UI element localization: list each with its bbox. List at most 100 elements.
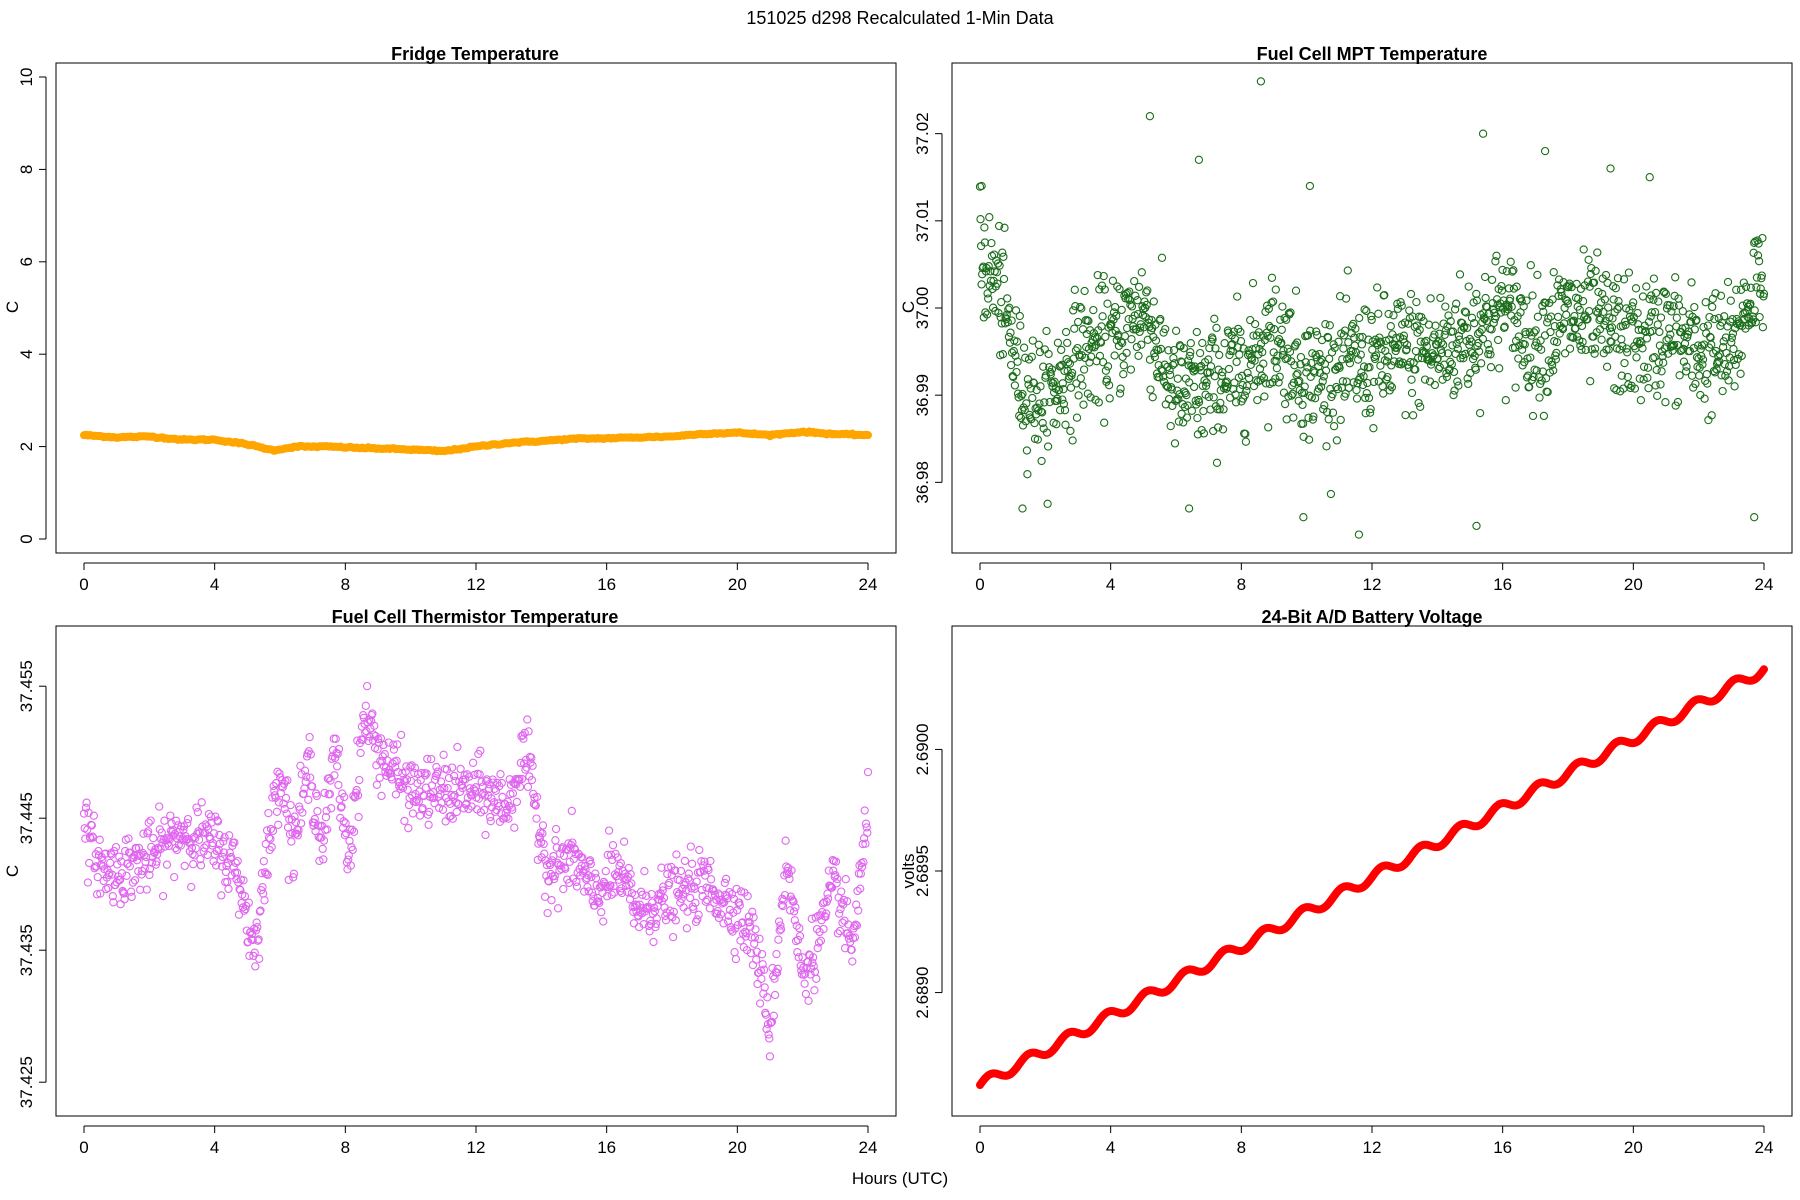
mpt-data-point bbox=[1450, 386, 1459, 395]
mpt-data-point bbox=[1389, 311, 1398, 320]
mpt-data-point bbox=[1426, 360, 1436, 369]
mpt-data-point bbox=[1467, 313, 1477, 322]
thermistor-data-point bbox=[772, 949, 781, 959]
mpt-data-point bbox=[1127, 302, 1137, 311]
mpt-data-point bbox=[1569, 316, 1579, 325]
mpt-data-point bbox=[1396, 360, 1406, 369]
mpt-data-point bbox=[1661, 289, 1671, 298]
thermistor-data-point bbox=[814, 938, 824, 947]
mpt-data-point bbox=[1017, 391, 1026, 401]
thermistor-data-point bbox=[717, 895, 726, 905]
mpt-data-point bbox=[1343, 266, 1352, 275]
thermistor-data-point bbox=[443, 783, 452, 793]
thermistor-data-point bbox=[506, 780, 516, 789]
mpt-data-point bbox=[1323, 333, 1333, 342]
mpt-data-point bbox=[1349, 319, 1358, 329]
thermistor-data-point bbox=[777, 900, 786, 910]
mpt-data-point bbox=[1199, 406, 1208, 416]
mpt-data-point bbox=[1535, 393, 1544, 402]
thermistor-data-point bbox=[170, 829, 180, 838]
mpt-data-point bbox=[1533, 312, 1543, 321]
mpt-data-point bbox=[1437, 338, 1446, 347]
mpt-data-point bbox=[1728, 329, 1738, 338]
thermistor-data-point bbox=[804, 996, 813, 1005]
mpt-data-point bbox=[1584, 306, 1594, 316]
mpt-data-point bbox=[1650, 307, 1660, 317]
thermistor-data-point bbox=[298, 808, 307, 817]
mpt-data-point bbox=[1028, 336, 1037, 345]
thermistor-data-point bbox=[680, 856, 690, 866]
mpt-data-point bbox=[1286, 308, 1295, 317]
mpt-data-point bbox=[1302, 368, 1311, 377]
mpt-data-point bbox=[1101, 332, 1110, 341]
mpt-data-point bbox=[1520, 340, 1529, 349]
thermistor-data-point bbox=[755, 999, 765, 1008]
thermistor-data-point bbox=[274, 798, 284, 807]
thermistor-data-point bbox=[663, 869, 672, 879]
thermistor-data-point bbox=[485, 812, 495, 822]
mpt-data-point bbox=[1379, 389, 1388, 398]
mpt-data-point bbox=[1052, 420, 1061, 429]
thermistor-data-point bbox=[337, 802, 346, 811]
mpt-data-point bbox=[1273, 351, 1282, 360]
mpt-data-point bbox=[1576, 341, 1585, 351]
mpt-data-point bbox=[1505, 294, 1515, 303]
mpt-data-point bbox=[1647, 291, 1656, 300]
thermistor-data-point bbox=[226, 852, 236, 862]
mpt-data-point bbox=[1460, 307, 1470, 316]
thermistor-data-point bbox=[810, 986, 819, 995]
thermistor-data-point bbox=[447, 790, 456, 800]
thermistor-data-point bbox=[358, 735, 367, 745]
mpt-data-point bbox=[1084, 316, 1093, 326]
thermistor-data-point bbox=[791, 903, 800, 912]
thermistor-data-point bbox=[686, 842, 695, 851]
x-tick-label: 12 bbox=[1363, 575, 1382, 594]
thermistor-data-point bbox=[519, 734, 528, 743]
thermistor-data-point bbox=[480, 805, 489, 815]
x-tick-label: 0 bbox=[79, 575, 88, 594]
thermistor-data-point bbox=[260, 896, 269, 905]
mpt-data-point bbox=[987, 251, 997, 261]
thermistor-data-point bbox=[446, 799, 455, 808]
mpt-data-point bbox=[1042, 428, 1052, 437]
mpt-data-point bbox=[1754, 239, 1763, 248]
thermistor-data-point bbox=[624, 863, 633, 873]
mpt-data-point bbox=[1736, 369, 1745, 378]
mpt-data-point bbox=[1272, 364, 1282, 373]
mpt-data-point bbox=[1658, 351, 1667, 361]
thermistor-data-point bbox=[364, 715, 374, 724]
thermistor-data-point bbox=[795, 924, 804, 933]
thermistor-data-point bbox=[421, 771, 430, 780]
mpt-data-point bbox=[1525, 382, 1534, 391]
mpt-data-point bbox=[1647, 308, 1656, 317]
mpt-data-point bbox=[1628, 302, 1637, 311]
mpt-data-point bbox=[1279, 388, 1289, 397]
mpt-data-point bbox=[1039, 362, 1048, 371]
mpt-data-point bbox=[982, 310, 992, 319]
mpt-data-point bbox=[997, 319, 1006, 328]
thermistor-data-point bbox=[753, 979, 762, 989]
thermistor-data-point bbox=[671, 916, 680, 925]
x-tick-label: 24 bbox=[859, 1138, 878, 1157]
thermistor-data-point bbox=[393, 767, 403, 777]
thermistor-data-point bbox=[738, 929, 748, 938]
mpt-data-point bbox=[1586, 377, 1595, 386]
thermistor-data-point bbox=[281, 793, 291, 803]
mpt-data-point bbox=[1484, 309, 1494, 318]
thermistor-data-point bbox=[497, 778, 506, 788]
mpt-data-point bbox=[1248, 278, 1258, 288]
thermistor-data-point bbox=[835, 909, 844, 918]
mpt-data-point bbox=[1479, 309, 1488, 318]
thermistor-data-point bbox=[705, 904, 714, 913]
thermistor-data-point bbox=[682, 924, 692, 933]
mpt-data-point bbox=[1123, 288, 1132, 298]
mpt-data-point bbox=[1107, 320, 1116, 329]
thermistor-data-point bbox=[352, 785, 361, 795]
thermistor-data-point bbox=[776, 921, 785, 930]
mpt-data-point bbox=[1094, 398, 1103, 407]
mpt-data-point bbox=[1313, 331, 1322, 340]
mpt-data-point bbox=[1198, 338, 1207, 348]
thermistor-data-point bbox=[138, 866, 147, 876]
mpt-data-point bbox=[1671, 273, 1680, 282]
thermistor-data-point bbox=[384, 738, 393, 747]
